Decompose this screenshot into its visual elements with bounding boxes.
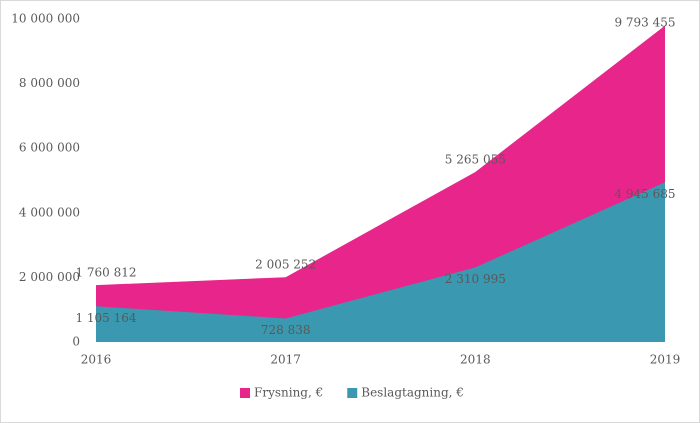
data-label: 5 265 055 — [445, 152, 506, 166]
data-label: 1 760 812 — [75, 266, 136, 280]
data-label: 9 793 455 — [614, 16, 675, 30]
y-tick-label: 4 000 000 — [19, 205, 80, 219]
data-label: 4 945 685 — [614, 187, 675, 201]
data-label: 728 838 — [261, 323, 311, 337]
y-tick-label: 8 000 000 — [19, 76, 80, 90]
y-tick-label: 0 — [72, 335, 80, 349]
legend-label: Beslagtagning, € — [361, 386, 464, 400]
data-label: 2 310 995 — [445, 272, 506, 286]
legend-label: Frysning, € — [254, 386, 323, 400]
y-tick-label: 6 000 000 — [19, 141, 80, 155]
x-tick-label: 2018 — [460, 353, 491, 367]
area — [96, 182, 665, 342]
x-tick-label: 2017 — [270, 353, 301, 367]
legend-swatch — [347, 388, 358, 398]
y-tick-label: 10 000 000 — [11, 12, 80, 26]
data-label: 1 105 164 — [75, 311, 136, 325]
y-tick-label: 2 000 000 — [19, 270, 80, 284]
x-tick-label: 2016 — [81, 353, 112, 367]
x-tick-label: 2019 — [650, 353, 681, 367]
legend-swatch — [240, 388, 250, 398]
data-label: 2 005 252 — [255, 258, 316, 272]
